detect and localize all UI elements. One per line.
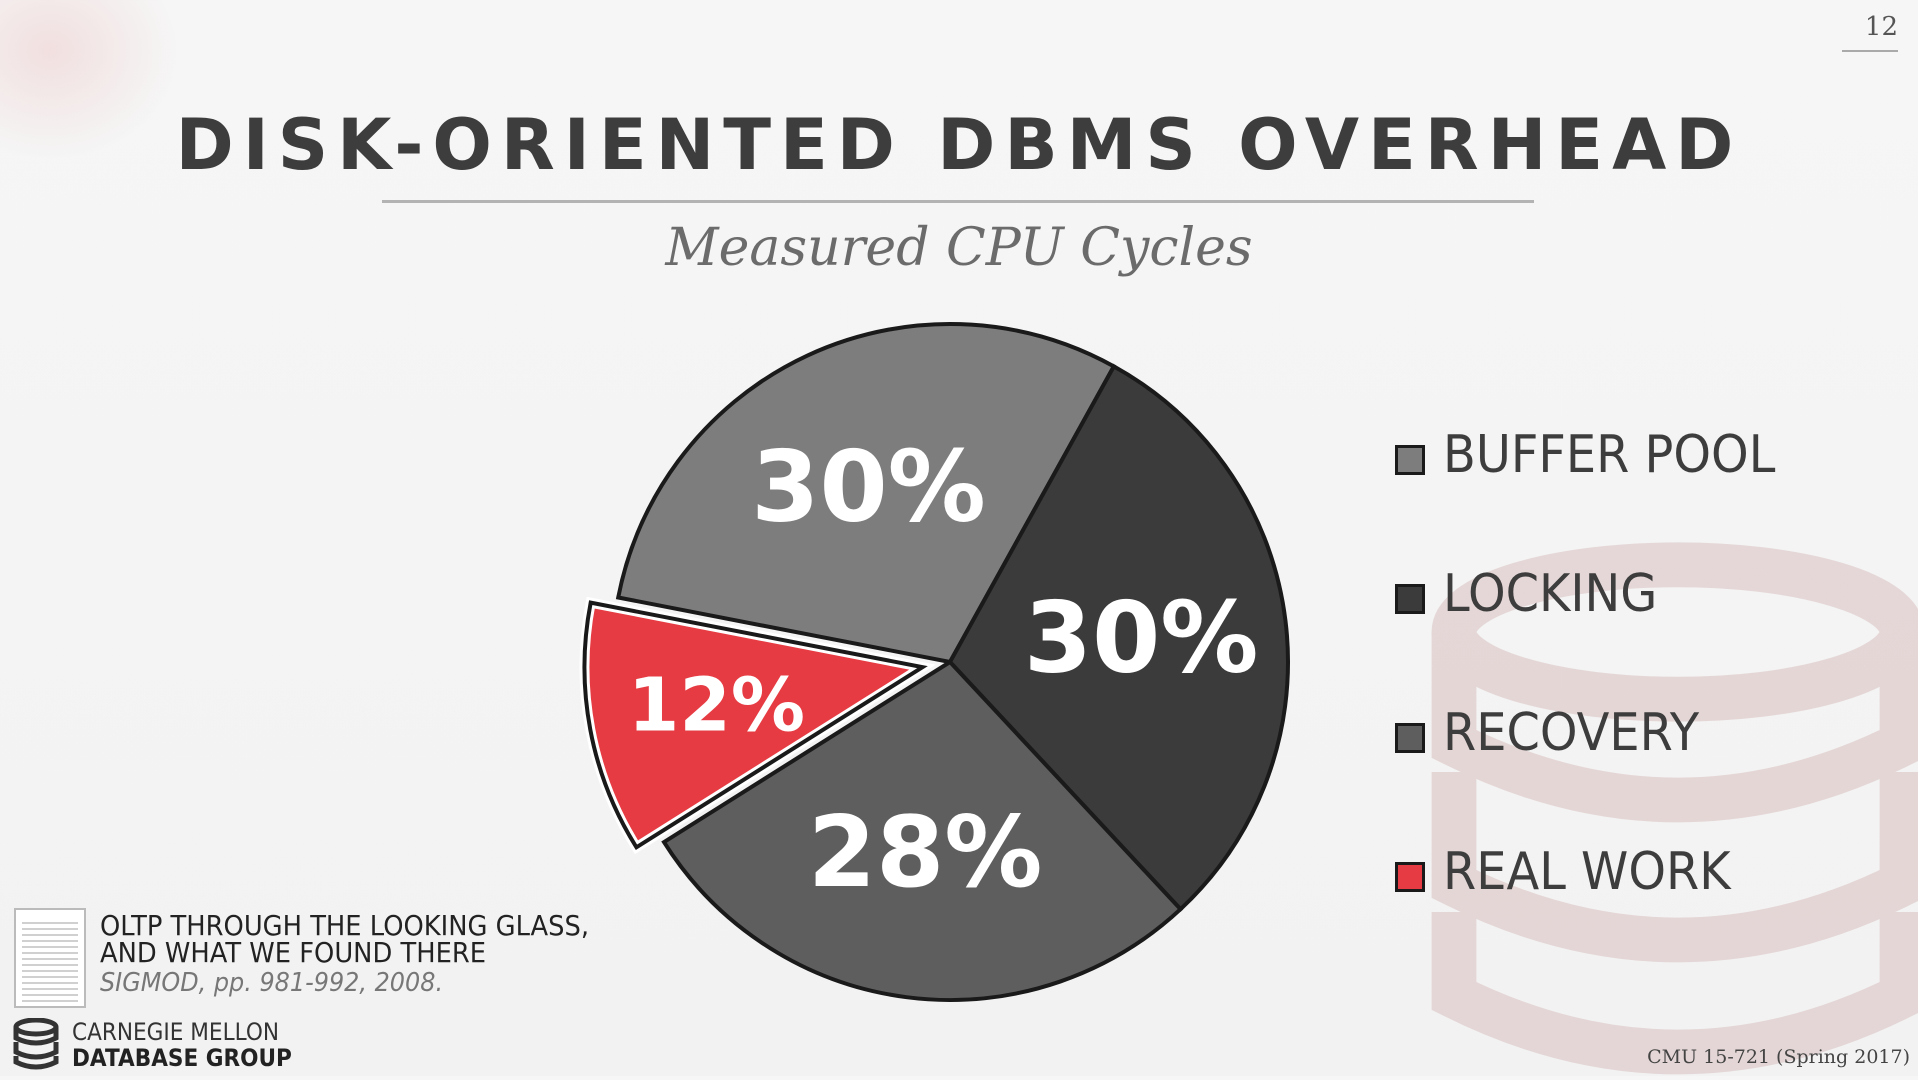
corner-glow: [0, 0, 180, 160]
legend-swatch-locking: [1395, 584, 1425, 614]
pie-slice-real-work-outline: [582, 600, 928, 851]
legend-label-locking: LOCKING: [1443, 564, 1658, 624]
pie-label-recovery: 28%: [808, 796, 1043, 910]
legend-item-real-work: REAL WORK: [1395, 842, 1895, 981]
chart-legend: BUFFER POOL LOCKING RECOVERY REAL WORK: [1395, 425, 1895, 981]
pie-label-locking: 30%: [1024, 582, 1259, 696]
page-number: 12: [1842, 12, 1898, 52]
title-divider: [382, 200, 1534, 203]
pie-label-real-work: 12%: [628, 663, 805, 749]
chart-subtitle: Measured CPU Cycles: [665, 218, 1253, 278]
pie-label-buffer-pool: 30%: [751, 430, 986, 544]
legend-swatch-real-work: [1395, 862, 1425, 892]
citation-title: OLTP THROUGH THE LOOKING GLASS, AND WHAT…: [100, 909, 590, 969]
legend-swatch-buffer-pool: [1395, 445, 1425, 475]
paper-thumbnail: [14, 908, 86, 1008]
legend-swatch-recovery: [1395, 723, 1425, 753]
logo-line2: DATABASE GROUP: [72, 1044, 292, 1072]
legend-label-recovery: RECOVERY: [1443, 703, 1700, 763]
legend-label-real-work: REAL WORK: [1443, 842, 1731, 902]
logo-line1: CARNEGIE MELLON: [72, 1018, 280, 1046]
pie-slice-locking: [947, 363, 1290, 913]
database-logo-icon: [13, 1018, 59, 1070]
pie-slice-recovery: [661, 659, 1184, 1002]
citation-title-line2: AND WHAT WE FOUND THERE: [100, 936, 487, 969]
database-watermark-icon: [1431, 542, 1918, 1075]
legend-item-recovery: RECOVERY: [1395, 703, 1895, 842]
citation-title-line1: OLTP THROUGH THE LOOKING GLASS,: [100, 909, 590, 942]
legend-item-locking: LOCKING: [1395, 564, 1895, 703]
legend-label-buffer-pool: BUFFER POOL: [1443, 425, 1776, 485]
citation-venue: SIGMOD, pp. 981-992, 2008.: [100, 968, 444, 998]
course-footer: CMU 15-721 (Spring 2017): [1647, 1046, 1910, 1068]
legend-item-buffer-pool: BUFFER POOL: [1395, 425, 1895, 564]
page-title: DISK-ORIENTED DBMS OVERHEAD: [175, 104, 1743, 186]
pie-slice-buffer-pool: [615, 322, 1117, 665]
cmu-db-logo: CARNEGIE MELLON DATABASE GROUP: [12, 1018, 312, 1072]
